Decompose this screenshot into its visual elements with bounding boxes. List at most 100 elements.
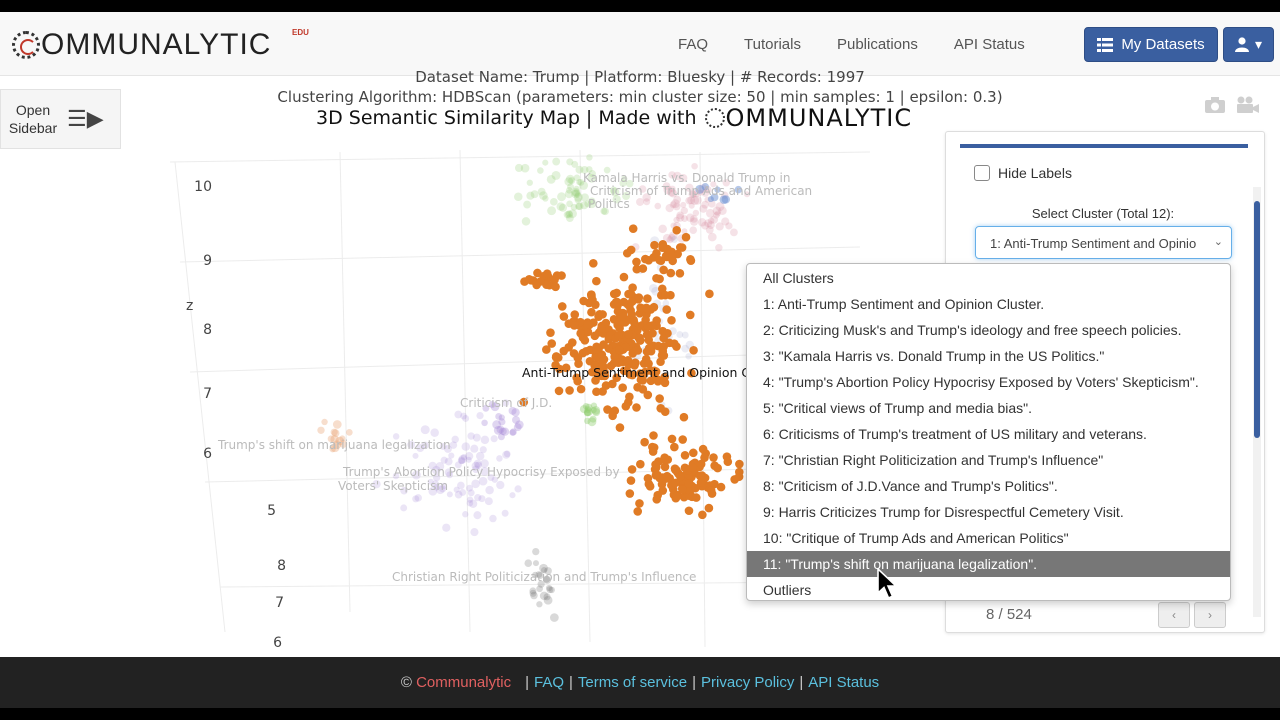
faded-point [680, 201, 687, 208]
footer-faq-link[interactable]: FAQ [534, 674, 565, 691]
highlighted-point [542, 269, 552, 278]
z-axis-tick-label: 8 [203, 322, 212, 338]
faded-point [530, 591, 538, 600]
faded-point [712, 206, 722, 216]
highlighted-point [704, 503, 714, 513]
dropdown-option-11[interactable]: 11: "Trump's shift on marijuana legaliza… [747, 551, 1230, 577]
navbar: OMMUNALYTIC EDU FAQ Tutorials Publicatio… [0, 12, 1280, 76]
dropdown-option-7[interactable]: 7: "Christian Right Politicization and T… [763, 452, 1104, 468]
highlighted-point [645, 482, 655, 491]
next-record-button[interactable]: › [1194, 602, 1226, 628]
highlighted-point [625, 392, 634, 402]
faded-point [430, 428, 439, 437]
footer-separator: | [525, 674, 529, 691]
highlighted-point [656, 357, 665, 367]
faded-point [508, 406, 517, 415]
hide-labels-row[interactable]: Hide Labels [974, 165, 1072, 181]
faded-point [480, 459, 489, 468]
footer-privacy-link[interactable]: Privacy Policy [701, 674, 795, 691]
dropdown-option-8[interactable]: 8: "Criticism of J.D.Vance and Trump's P… [763, 478, 1058, 494]
faded-point [556, 202, 565, 211]
my-datasets-button[interactable]: My Datasets [1084, 27, 1218, 62]
hide-labels-checkbox[interactable] [974, 165, 990, 181]
panel-scroll-thumb[interactable] [1254, 201, 1260, 438]
faded-point [496, 425, 505, 434]
faded-point [571, 187, 580, 197]
highlighted-point [698, 510, 707, 520]
dropdown-option-9[interactable]: 9: Harris Criticizes Trump for Disrespec… [763, 504, 1124, 520]
faded-point [571, 160, 579, 168]
prev-record-button[interactable]: ‹ [1158, 602, 1190, 628]
faded-point [449, 441, 458, 449]
faded-point [502, 399, 510, 407]
highlighted-point [570, 310, 580, 319]
faded-point [580, 193, 589, 202]
faded-point [587, 173, 597, 183]
faded-point [542, 159, 549, 166]
faded-point [685, 213, 695, 223]
faded-point [715, 244, 723, 252]
footer-api-status-link[interactable]: API Status [808, 674, 880, 691]
camera-icon[interactable] [1204, 96, 1226, 114]
faded-point [509, 492, 516, 499]
highlighted-point [600, 371, 610, 381]
faded-point [545, 584, 553, 592]
highlighted-point [681, 232, 691, 242]
highlighted-point [667, 434, 677, 444]
my-datasets-label: My Datasets [1121, 36, 1205, 53]
faded-point [691, 162, 698, 170]
z-axis-tick-label: 5 [267, 503, 276, 519]
faded-point [497, 433, 505, 441]
faded-point [392, 433, 400, 440]
nav-api-status[interactable]: API Status [953, 35, 1025, 53]
user-menu-button[interactable]: ▾ [1223, 27, 1274, 62]
dropdown-option-3[interactable]: 3: "Kamala Harris vs. Donald Trump in th… [763, 348, 1105, 364]
dropdown-option-6[interactable]: 6: Criticisms of Trump's treatment of US… [763, 426, 1147, 442]
nav-tutorials[interactable]: Tutorials [744, 35, 801, 53]
highlighted-point [612, 288, 621, 298]
communalytic-logo[interactable]: OMMUNALYTIC [12, 28, 271, 62]
footer-brand-link[interactable]: Communalytic [416, 674, 512, 691]
faded-point [539, 591, 549, 601]
faded-point [480, 466, 490, 476]
faded-point [330, 428, 338, 436]
faded-point [714, 186, 721, 193]
dropdown-option-2[interactable]: 2: Criticizing Musk's and Trump's ideolo… [763, 322, 1182, 338]
faded-point [662, 299, 670, 307]
dropdown-option-1[interactable]: 1: Anti-Trump Sentiment and Opinion Clus… [763, 296, 1045, 312]
open-sidebar-button[interactable]: Open Sidebar ☰▶ [0, 89, 121, 149]
faded-point [667, 187, 676, 197]
video-camera-icon[interactable] [1236, 96, 1260, 114]
highlighted-point [648, 447, 658, 456]
dropdown-option-5[interactable]: 5: "Critical views of Trump and media bi… [763, 400, 1033, 416]
nav-faq[interactable]: FAQ [678, 35, 709, 53]
highlighted-point [615, 323, 624, 333]
highlighted-point [659, 455, 669, 464]
faded-point [511, 408, 520, 417]
faded-point [636, 198, 645, 206]
highlighted-point [696, 478, 706, 487]
cluster-label-faded: Kamala Harris vs. Donald Trump in [583, 171, 790, 185]
faded-point [584, 417, 591, 425]
grid-line [699, 151, 706, 648]
nav-publications[interactable]: Publications [836, 35, 918, 53]
footer-terms-link[interactable]: Terms of service [577, 674, 688, 691]
faded-point [444, 468, 453, 477]
highlighted-point [576, 329, 585, 338]
semantic-similarity-3d-plot[interactable]: 10 9 8 7 6 5 8 7 6 z Kamala Harris vs. Donald Trum… [0, 12, 1280, 657]
chevron-down-icon: ⌄ [1213, 236, 1223, 248]
highlighted-point [696, 459, 706, 469]
faded-point [330, 434, 339, 444]
dropdown-option-all[interactable]: All Clusters [763, 270, 834, 286]
faded-point [526, 179, 533, 186]
dropdown-option-10[interactable]: 10: "Critique of Trump Ads and American … [763, 530, 1069, 546]
faded-point [476, 451, 485, 461]
faded-point [666, 236, 674, 244]
faded-point [676, 331, 684, 339]
faded-point [332, 420, 342, 429]
panel-scrollbar[interactable] [1253, 187, 1261, 617]
faded-point [725, 222, 733, 230]
dropdown-option-outliers[interactable]: Outliers [763, 582, 812, 598]
cluster-select[interactable]: 1: Anti-Trump Sentiment and Opinio ⌄ [975, 226, 1232, 259]
dropdown-option-4[interactable]: 4: "Trump's Abortion Policy Hypocrisy Ex… [763, 374, 1199, 390]
